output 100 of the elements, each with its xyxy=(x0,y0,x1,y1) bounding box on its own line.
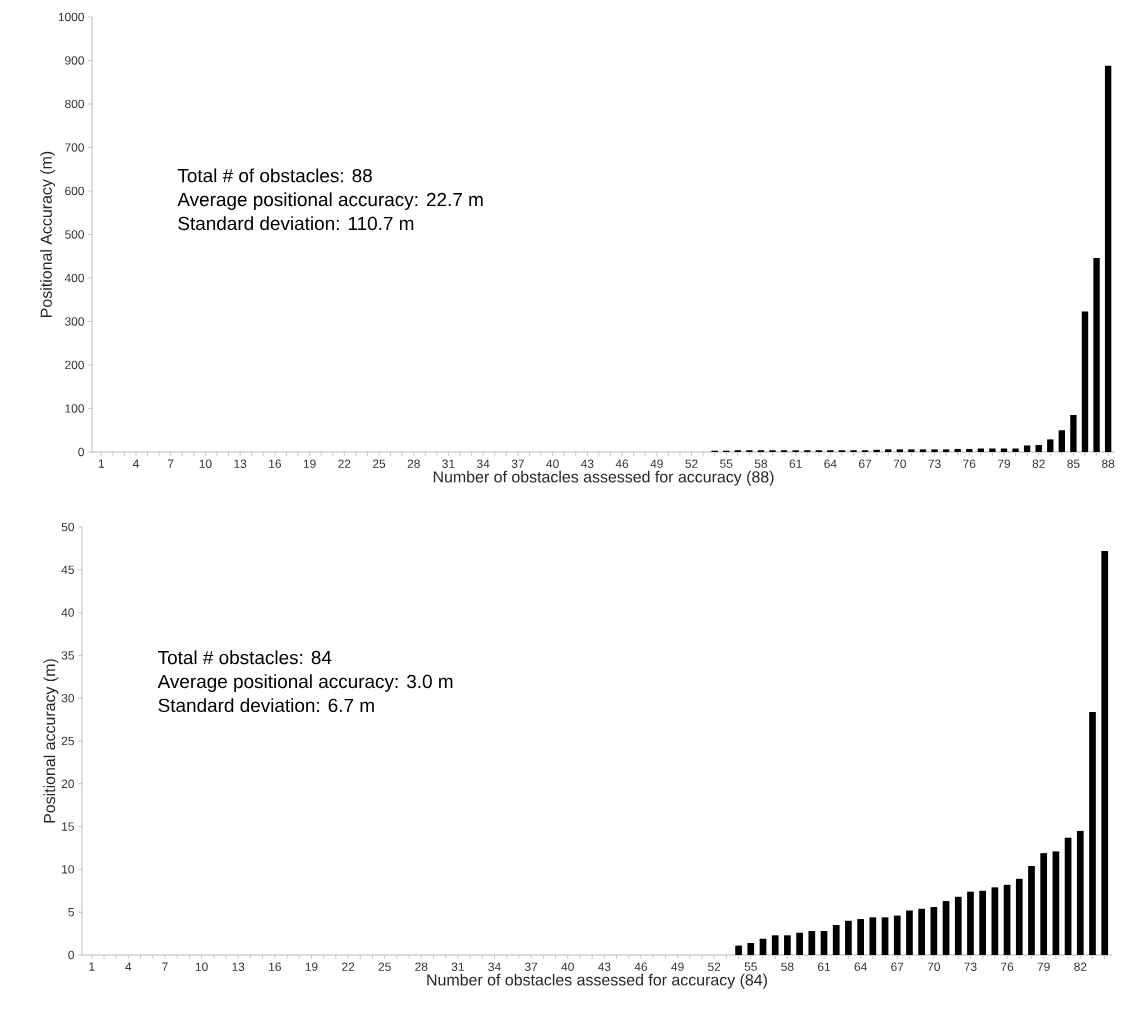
x-tick-label: 28 xyxy=(415,962,428,971)
x-tick-label: 13 xyxy=(232,962,245,971)
bar xyxy=(1058,430,1066,452)
x-tick-label: 52 xyxy=(685,459,698,468)
x-tick-label: 19 xyxy=(305,962,318,971)
x-tick-label: 55 xyxy=(720,459,733,468)
x-tick-label: 22 xyxy=(338,459,351,468)
bar xyxy=(942,901,950,955)
bar xyxy=(1076,830,1084,955)
x-tick-label: 70 xyxy=(893,459,906,468)
x-tick-label: 49 xyxy=(671,962,684,971)
x-tick-label: 64 xyxy=(824,459,837,468)
annotation: Average positional accuracy: 22.7 m xyxy=(177,192,483,210)
x-tick-label: 64 xyxy=(854,962,867,971)
x-tick-label: 13 xyxy=(234,459,247,468)
y-tick-label: 30 xyxy=(61,693,75,703)
y-tick-label: 0 xyxy=(68,950,75,960)
y-tick-label: 100 xyxy=(65,404,85,413)
x-tick-label: 37 xyxy=(524,962,538,971)
x-axis-title: Number of obstacles assessed for accuracy (84) xyxy=(427,973,767,989)
x-tick-label: 1 xyxy=(89,962,95,971)
y-tick-label: 1000 xyxy=(58,12,85,22)
x-tick-label: 37 xyxy=(511,459,524,468)
x-tick-label: 55 xyxy=(744,962,757,971)
bar xyxy=(832,925,840,955)
y-tick-label: 0 xyxy=(78,447,85,457)
x-tick-label: 16 xyxy=(269,459,281,468)
bar xyxy=(873,449,880,452)
bar xyxy=(808,931,816,955)
annotation: Standard deviation: 110.7 m xyxy=(178,216,414,231)
x-tick-label: 58 xyxy=(754,459,768,468)
bar xyxy=(1035,445,1042,452)
x-tick-label: 34 xyxy=(476,459,490,468)
x-tick-label: 4 xyxy=(125,962,132,971)
x-tick-label: 7 xyxy=(167,459,174,468)
x-tick-label: 76 xyxy=(1001,962,1014,971)
y-tick-label: 45 xyxy=(61,565,74,574)
x-tick-label: 67 xyxy=(859,459,872,468)
x-tick-label: 79 xyxy=(1037,962,1050,971)
bar xyxy=(1070,415,1077,452)
bar xyxy=(1040,853,1048,955)
bar xyxy=(747,943,755,955)
x-tick-label: 85 xyxy=(1067,459,1080,468)
bar xyxy=(1089,711,1096,955)
y-tick-label: 20 xyxy=(61,779,75,789)
bar xyxy=(881,917,889,955)
annotation: Average positional accuracy: 3.0 m xyxy=(157,674,453,692)
x-tick-label: 43 xyxy=(580,459,594,468)
x-tick-label: 10 xyxy=(195,962,208,971)
bar xyxy=(857,919,864,955)
y-tick-label: 25 xyxy=(61,736,74,746)
x-tick-label: 79 xyxy=(997,459,1011,468)
x-tick-label: 82 xyxy=(1074,962,1087,971)
x-tick-label: 10 xyxy=(199,459,212,468)
annotation: Standard deviation: 6.7 m xyxy=(158,698,374,713)
bar xyxy=(845,920,852,955)
bar xyxy=(966,448,973,452)
x-tick-label: 22 xyxy=(342,962,355,971)
bar xyxy=(918,908,925,955)
bar xyxy=(906,910,913,955)
y-tick-label: 15 xyxy=(62,822,74,831)
bar xyxy=(930,907,938,955)
bar xyxy=(954,448,961,452)
x-tick-label: 73 xyxy=(964,962,977,971)
y-tick-label: 50 xyxy=(61,522,75,532)
x-tick-label: 49 xyxy=(650,459,663,468)
y-tick-label: 600 xyxy=(65,186,85,196)
x-axis-title: Number of obstacles assessed for accuracy (88) xyxy=(433,470,774,486)
bar xyxy=(991,887,999,955)
bar xyxy=(942,449,950,452)
x-tick-label: 58 xyxy=(781,962,794,971)
x-tick-label: 70 xyxy=(927,962,941,971)
x-tick-label: 43 xyxy=(597,962,611,971)
bar xyxy=(1012,448,1019,452)
bar xyxy=(919,449,927,452)
x-tick-label: 25 xyxy=(378,962,391,971)
x-tick-label: 40 xyxy=(546,459,559,468)
x-tick-label: 61 xyxy=(789,459,802,468)
y-tick-label: 5 xyxy=(68,908,74,917)
y-tick-label: 700 xyxy=(65,143,85,152)
bar xyxy=(1015,878,1023,955)
bar xyxy=(1081,311,1089,452)
bar xyxy=(869,917,877,955)
x-tick-label: 31 xyxy=(451,962,464,971)
annotation: Total # obstacles: 84 xyxy=(158,650,332,665)
y-tick-label: 800 xyxy=(65,99,85,109)
bar xyxy=(771,935,779,955)
bar xyxy=(1052,851,1060,955)
bar xyxy=(954,896,962,955)
x-tick-label: 46 xyxy=(634,962,648,971)
bar xyxy=(1047,439,1054,452)
x-tick-label: 76 xyxy=(963,459,976,468)
y-tick-label: 500 xyxy=(65,230,85,239)
y-axis-title: Positional Accuracy (m) xyxy=(40,151,56,317)
x-tick-label: 25 xyxy=(372,459,386,468)
bar xyxy=(1093,257,1100,452)
bar xyxy=(885,449,892,452)
x-tick-label: 46 xyxy=(615,459,629,468)
x-tick-label: 4 xyxy=(132,459,139,468)
bar xyxy=(979,890,987,955)
